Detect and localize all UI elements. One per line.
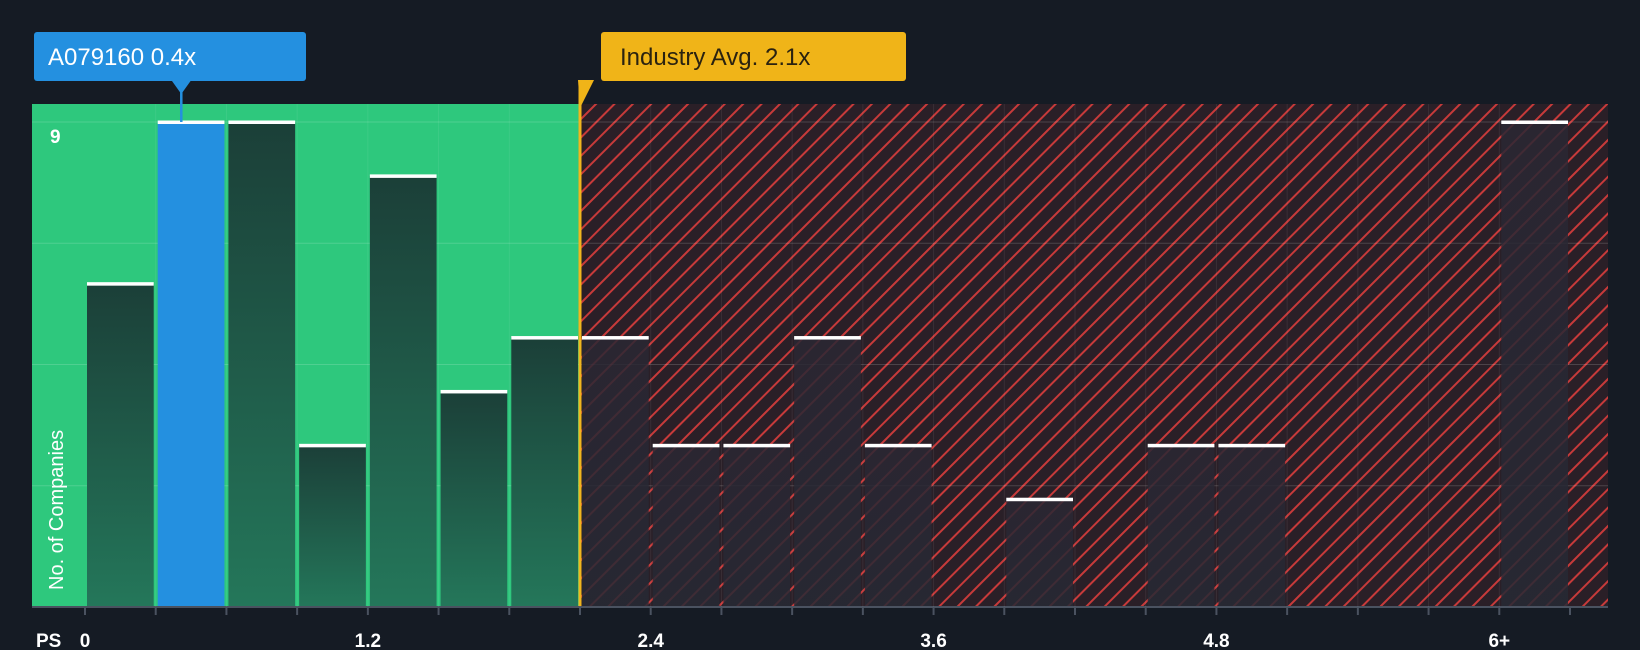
bar-bin-4 (369, 174, 437, 607)
company-pointer (171, 80, 192, 94)
bar-11-body (864, 445, 932, 607)
bar-bin-11 (864, 443, 932, 607)
x-ticks: 0 1.2 2.4 3.6 4.8 6+ (80, 104, 1571, 650)
bar-3-body (299, 445, 366, 607)
x-tick-label-0: 0 (80, 631, 91, 650)
bar-bin-7 (582, 336, 649, 607)
bar-0-cap (87, 282, 154, 286)
industry-callout-box (601, 32, 906, 81)
bar-bin-10 (794, 336, 861, 607)
bar-2-cap (228, 120, 296, 124)
bar-4-cap (369, 174, 437, 178)
x-tick-label-2: 2.4 (638, 631, 665, 650)
bar-9-cap (723, 443, 791, 448)
bar-20-body (1501, 122, 1568, 607)
bar-8-cap (652, 443, 720, 448)
value-markers (171, 80, 594, 607)
bar-11-cap (864, 443, 932, 448)
bar-20-cap (1501, 120, 1568, 124)
histogram-bars (87, 120, 1568, 607)
bar-16-cap (1218, 443, 1286, 448)
bar-6-body (511, 337, 578, 607)
y-axis-label: No. of Companies (46, 430, 68, 590)
bar-15-cap (1147, 443, 1215, 448)
company-callout-label: A079160 0.4x (48, 44, 196, 71)
company-callout-box (34, 32, 306, 81)
bar-8-body (652, 445, 720, 607)
bar-bin-1 (157, 120, 225, 607)
industry-callout: Industry Avg. 2.1x (601, 32, 906, 81)
bar-7-body (582, 337, 649, 607)
industry-callout-label: Industry Avg. 2.1x (620, 44, 810, 71)
bar-4-body (369, 175, 437, 607)
bar-10-body (794, 337, 861, 607)
bar-1-cap (157, 120, 225, 124)
bar-15-body (1147, 445, 1215, 607)
bar-bin-0 (87, 282, 154, 607)
bar-bin-16 (1218, 443, 1286, 607)
bar-13-cap (1006, 497, 1073, 502)
bar-bin-20 (1501, 120, 1568, 607)
bar-0-body (87, 283, 154, 607)
bar-bin-8 (652, 443, 720, 607)
bar-bin-13 (1006, 497, 1073, 607)
x-axis-label: PS (36, 631, 61, 650)
x-tick-label-3: 3.6 (920, 631, 946, 650)
x-tick-label-1: 1.2 (355, 631, 381, 650)
bar-1-body (157, 122, 225, 607)
bar-7-cap (582, 336, 649, 340)
axes: 0 1.2 2.4 3.6 4.8 6+ PS No. of Companies 9 (32, 104, 1608, 650)
callouts: A079160 0.4x Industry Avg. 2.1x (34, 32, 906, 81)
bar-bin-2 (228, 120, 296, 607)
bar-9-body (723, 445, 791, 607)
bar-6-cap (511, 336, 578, 340)
company-callout: A079160 0.4x (34, 32, 306, 81)
bar-5-body (440, 391, 508, 607)
bar-bin-5 (440, 389, 508, 607)
y-tick-9: 9 (50, 127, 61, 148)
x-tick-label-5: 6+ (1488, 631, 1510, 650)
bar-16-body (1218, 445, 1286, 607)
bar-13-body (1006, 499, 1073, 607)
bar-bin-3 (299, 443, 366, 607)
bar-bin-6 (511, 336, 578, 607)
bar-5-cap (440, 389, 508, 394)
bar-10-cap (794, 336, 861, 340)
bar-2-body (228, 122, 296, 607)
bar-bin-15 (1147, 443, 1215, 607)
bar-3-cap (299, 443, 366, 448)
bar-bin-9 (723, 443, 791, 607)
industry-avg-pointer (578, 80, 594, 108)
x-tick-label-4: 4.8 (1203, 631, 1229, 650)
